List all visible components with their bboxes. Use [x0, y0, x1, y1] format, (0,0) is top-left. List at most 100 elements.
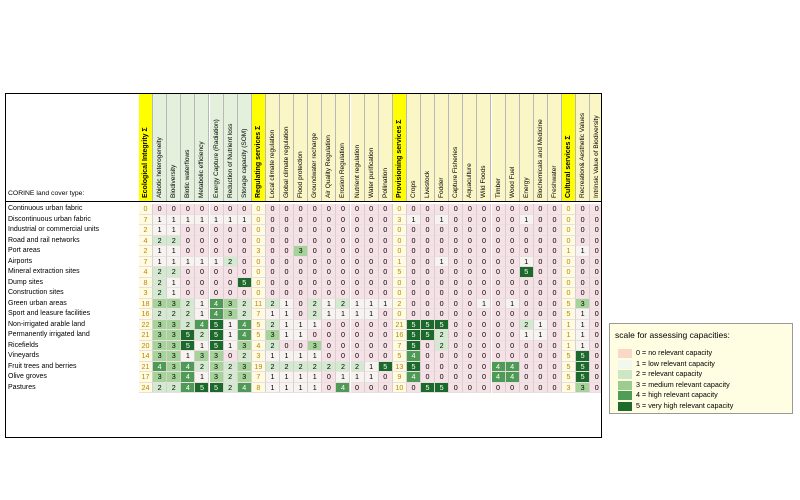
value-cell: 0	[378, 288, 393, 299]
value-cell: 0	[547, 225, 562, 236]
column-header-label: Freshwater	[550, 165, 558, 198]
value-cell: 0	[181, 267, 196, 278]
value-cell: 0	[590, 214, 601, 225]
value-cell: 1	[280, 309, 295, 320]
value-cell: 0	[533, 382, 548, 393]
value-cell: 0	[322, 340, 337, 351]
column-header-label: Capture Fisheries	[452, 146, 460, 198]
value-cell: 0	[378, 256, 393, 267]
value-cell: 0	[449, 225, 464, 236]
value-cell: 4	[237, 330, 252, 341]
value-cell: 0	[590, 330, 601, 341]
value-cell: 0	[477, 225, 492, 236]
value-cell: 0	[378, 372, 393, 383]
column-header-label: Livestock	[424, 170, 432, 198]
value-cell: 4	[209, 298, 224, 309]
column-header-label: Flood protection	[297, 151, 305, 198]
column-header: Groundwater recharge	[308, 94, 323, 201]
value-cell: 0	[463, 330, 478, 341]
value-cell: 0	[209, 225, 224, 236]
value-cell: 0	[280, 204, 295, 215]
column-header: Biotic waterflows	[181, 94, 196, 201]
column-header: Biochemicals and Medicine	[533, 94, 548, 201]
value-cell: 2	[153, 309, 168, 320]
sum-cell: 0	[251, 204, 266, 215]
value-cell: 1	[350, 309, 365, 320]
value-cell: 3	[576, 382, 591, 393]
value-cell: 0	[449, 340, 464, 351]
value-cell: 2	[280, 361, 295, 372]
value-cell: 0	[547, 235, 562, 246]
value-cell: 0	[350, 277, 365, 288]
value-cell: 0	[463, 351, 478, 362]
value-cell: 2	[294, 361, 309, 372]
value-cell: 0	[449, 298, 464, 309]
value-cell: 2	[167, 235, 182, 246]
value-cell: 1	[477, 298, 492, 309]
value-cell: 0	[435, 277, 450, 288]
value-cell: 0	[505, 351, 520, 362]
sum-cell: 3	[139, 288, 154, 299]
value-cell: 0	[406, 382, 421, 393]
capacity-matrix-table: Ecological Integrity Σ Abiotic heterogene…	[5, 93, 602, 438]
legend-swatch	[618, 349, 632, 358]
value-cell: 3	[223, 309, 238, 320]
value-cell: 1	[364, 298, 379, 309]
value-cell: 0	[406, 277, 421, 288]
value-cell: 0	[590, 267, 601, 278]
sum-cell: 20	[139, 340, 154, 351]
value-cell: 0	[406, 267, 421, 278]
value-cell: 0	[280, 340, 295, 351]
value-cell: 0	[449, 372, 464, 383]
value-cell: 0	[463, 340, 478, 351]
value-cell: 0	[477, 361, 492, 372]
sum-cell: 0	[392, 277, 407, 288]
value-cell: 0	[265, 288, 280, 299]
value-cell: 0	[223, 288, 238, 299]
column-header: Storage capacity (SOM)	[237, 94, 252, 201]
value-cell: 2	[519, 319, 534, 330]
value-cell: 0	[463, 235, 478, 246]
value-cell: 0	[449, 361, 464, 372]
value-cell: 1	[533, 330, 548, 341]
value-cell: 1	[533, 319, 548, 330]
sum-cell: 0	[251, 235, 266, 246]
sum-cell: 2	[139, 225, 154, 236]
sum-cell: 0	[562, 267, 577, 278]
value-cell: 0	[336, 319, 351, 330]
value-cell: 0	[590, 340, 601, 351]
value-cell: 4	[406, 372, 421, 383]
value-cell: 2	[265, 361, 280, 372]
value-cell: 0	[364, 235, 379, 246]
value-cell: 0	[547, 246, 562, 257]
sum-cell: 0	[562, 256, 577, 267]
sum-cell: 3	[251, 351, 266, 362]
value-cell: 1	[336, 309, 351, 320]
column-header: Water purification	[364, 94, 379, 201]
value-cell: 0	[181, 246, 196, 257]
column-header: Freshwater	[547, 94, 562, 201]
value-cell: 0	[547, 277, 562, 288]
value-cell: 1	[519, 256, 534, 267]
value-cell: 0	[491, 256, 506, 267]
value-cell: 0	[421, 277, 436, 288]
value-cell: 2	[435, 340, 450, 351]
value-cell: 1	[223, 214, 238, 225]
value-cell: 4	[406, 351, 421, 362]
value-cell: 0	[519, 235, 534, 246]
sum-cell: 2	[139, 246, 154, 257]
value-cell: 0	[519, 340, 534, 351]
value-cell: 0	[435, 351, 450, 362]
sum-cell: 19	[251, 361, 266, 372]
column-header-label: Nutrient regulation	[353, 144, 361, 198]
value-cell: 0	[576, 225, 591, 236]
value-cell: 0	[590, 277, 601, 288]
value-cell: 0	[547, 382, 562, 393]
value-cell: 0	[533, 267, 548, 278]
value-cell: 5	[519, 267, 534, 278]
value-cell: 0	[519, 246, 534, 257]
column-header: Pollination	[378, 94, 393, 201]
value-cell: 0	[265, 256, 280, 267]
value-cell: 0	[294, 267, 309, 278]
value-cell: 0	[364, 330, 379, 341]
